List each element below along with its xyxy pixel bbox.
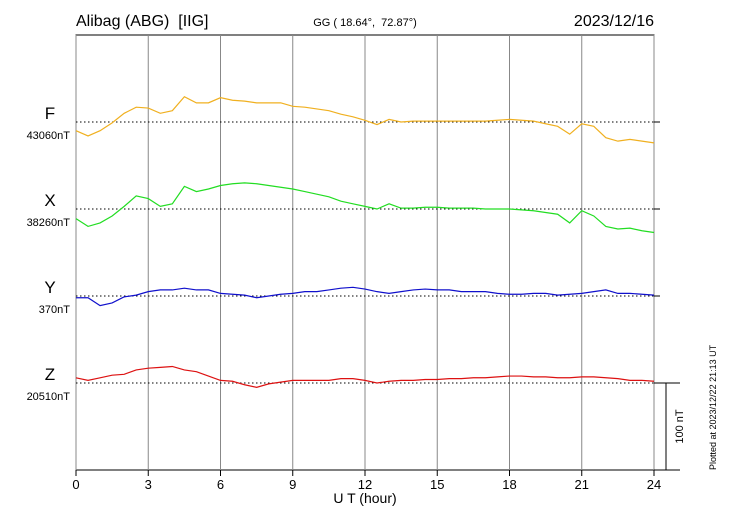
chart-title: Alibag (ABG) [IIG] [76,13,208,30]
x-tick-label: 9 [289,477,296,492]
x-tick-label: 21 [575,477,589,492]
series-name: Y [44,278,55,297]
x-tick-label: 15 [430,477,444,492]
scale-label: 100 nT [674,409,686,444]
x-tick-label: 3 [145,477,152,492]
baseline-label: 43060nT [27,130,71,142]
x-tick-label: 24 [647,477,661,492]
baseline-label: 38260nT [27,217,71,229]
series-name: F [45,104,55,123]
series-line [75,182,655,234]
x-tick-label: 18 [502,477,516,492]
x-tick-label: 6 [217,477,224,492]
plot-note: Plotted at 2023/12/22 21:13 UT [708,344,718,470]
x-tick-label: 0 [72,477,79,492]
baseline-label: 20510nT [27,391,71,403]
series-name: X [44,191,55,210]
series-line [75,96,655,144]
series-line [76,286,655,307]
x-axis-label: U T (hour) [333,490,396,506]
x-tick-label: 12 [358,477,372,492]
series-line [75,365,655,388]
series-name: Z [45,365,55,384]
chart-date: 2023/12/16 [574,13,654,30]
baseline-label: 370nT [39,304,70,316]
chart-subtitle: GG ( 18.64°, 72.87°) [313,17,417,29]
